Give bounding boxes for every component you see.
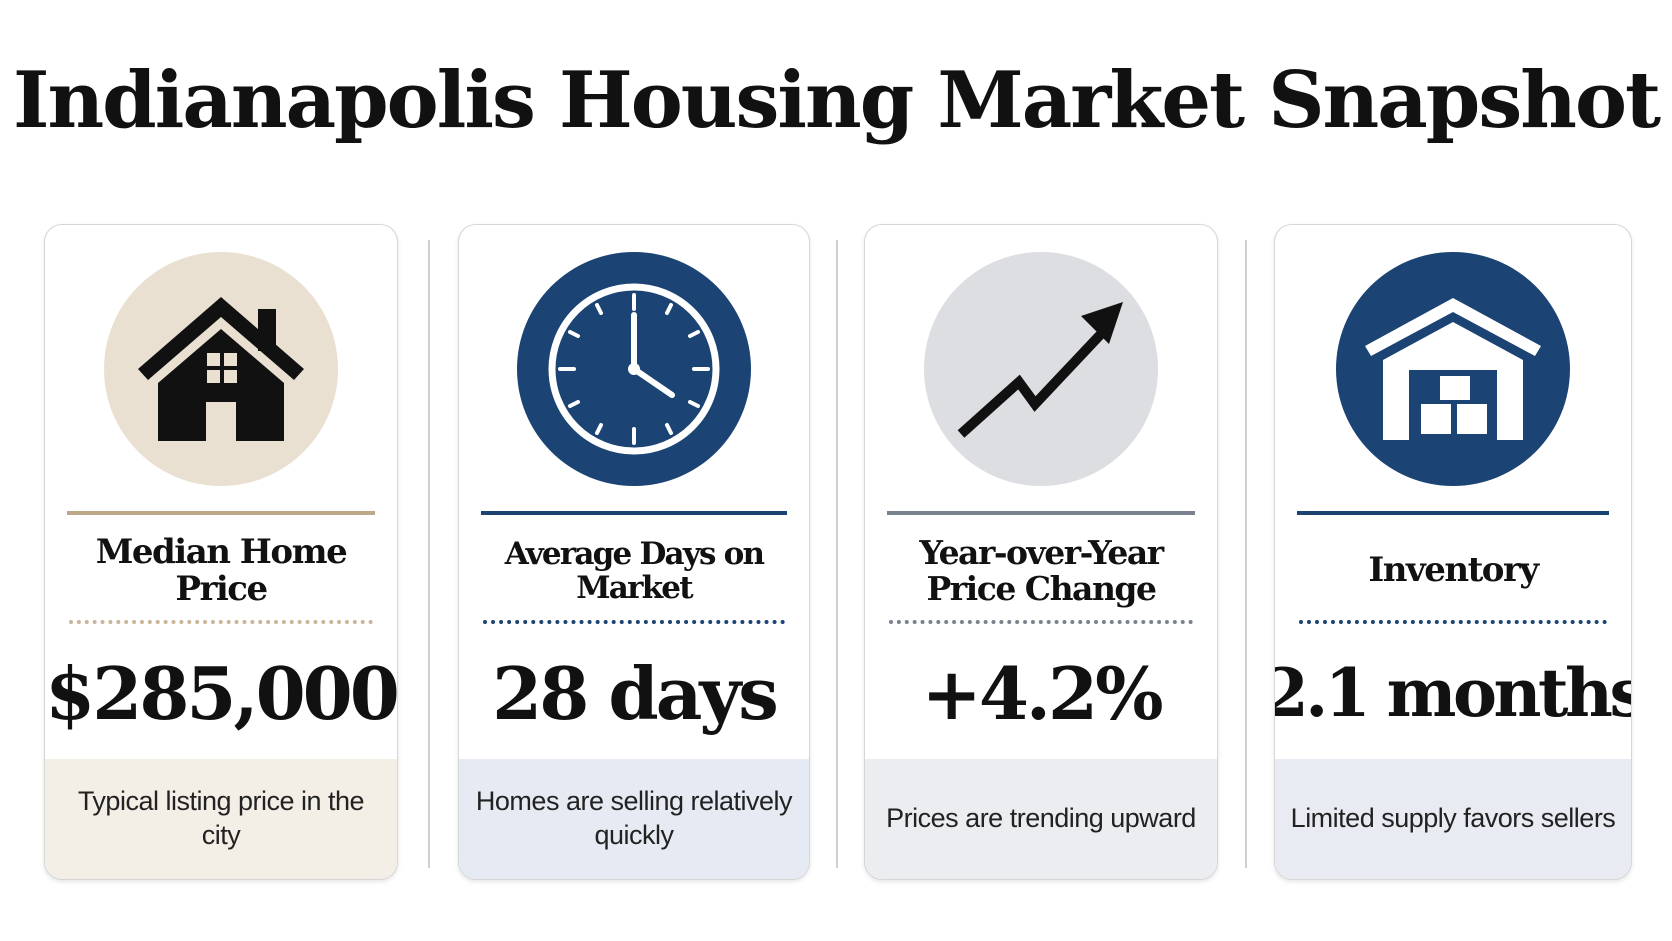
card-label: Average Days on Market [504,535,765,606]
card-label: Median Home Price [95,531,348,609]
card-divider-rule [1297,511,1609,515]
warehouse-icon [1365,298,1541,440]
card-label: Year-over-Year Price Change [919,532,1164,608]
inventory-card: Inventory 2.1 months Limited supply favo… [1274,224,1632,880]
house-icon-badge [104,252,338,486]
card-label: Inventory [1368,550,1539,591]
house-icon [138,297,304,441]
column-divider [1245,240,1247,868]
warehouse-icon-badge [1336,252,1570,486]
card-divider-rule [887,511,1195,515]
card-value: 28 days [492,650,779,736]
median-home-price-card: Median Home Price $285,000 Typical listi… [44,224,398,880]
card-description: Limited supply favors sellers [1275,759,1631,879]
clock-icon-badge [517,252,751,486]
year-over-year-price-change-card: Year-over-Year Price Change +4.2% Prices… [864,224,1218,880]
column-divider [428,240,430,868]
dotted-separator [1299,620,1607,624]
column-divider [836,240,838,868]
dotted-separator [69,620,373,624]
dotted-separator [889,620,1193,624]
card-value: +4.2% [921,650,1163,736]
card-divider-rule [481,511,787,515]
clock-icon [548,283,720,455]
card-description: Homes are selling relatively quickly [459,759,809,879]
card-description: Typical listing price in the city [45,759,397,879]
card-value: $285,000 [45,650,397,736]
trend-up-arrow-icon [957,302,1123,438]
page-title: Indianapolis Housing Market Snapshot [12,55,1661,146]
dotted-separator [483,620,785,624]
trend-up-arrow-icon-badge [924,252,1158,486]
average-days-on-market-card: Average Days on Market 28 days Homes are… [458,224,810,880]
card-divider-rule [67,511,375,515]
card-value: 2.1 months [1274,654,1632,732]
card-description: Prices are trending upward [865,759,1217,879]
